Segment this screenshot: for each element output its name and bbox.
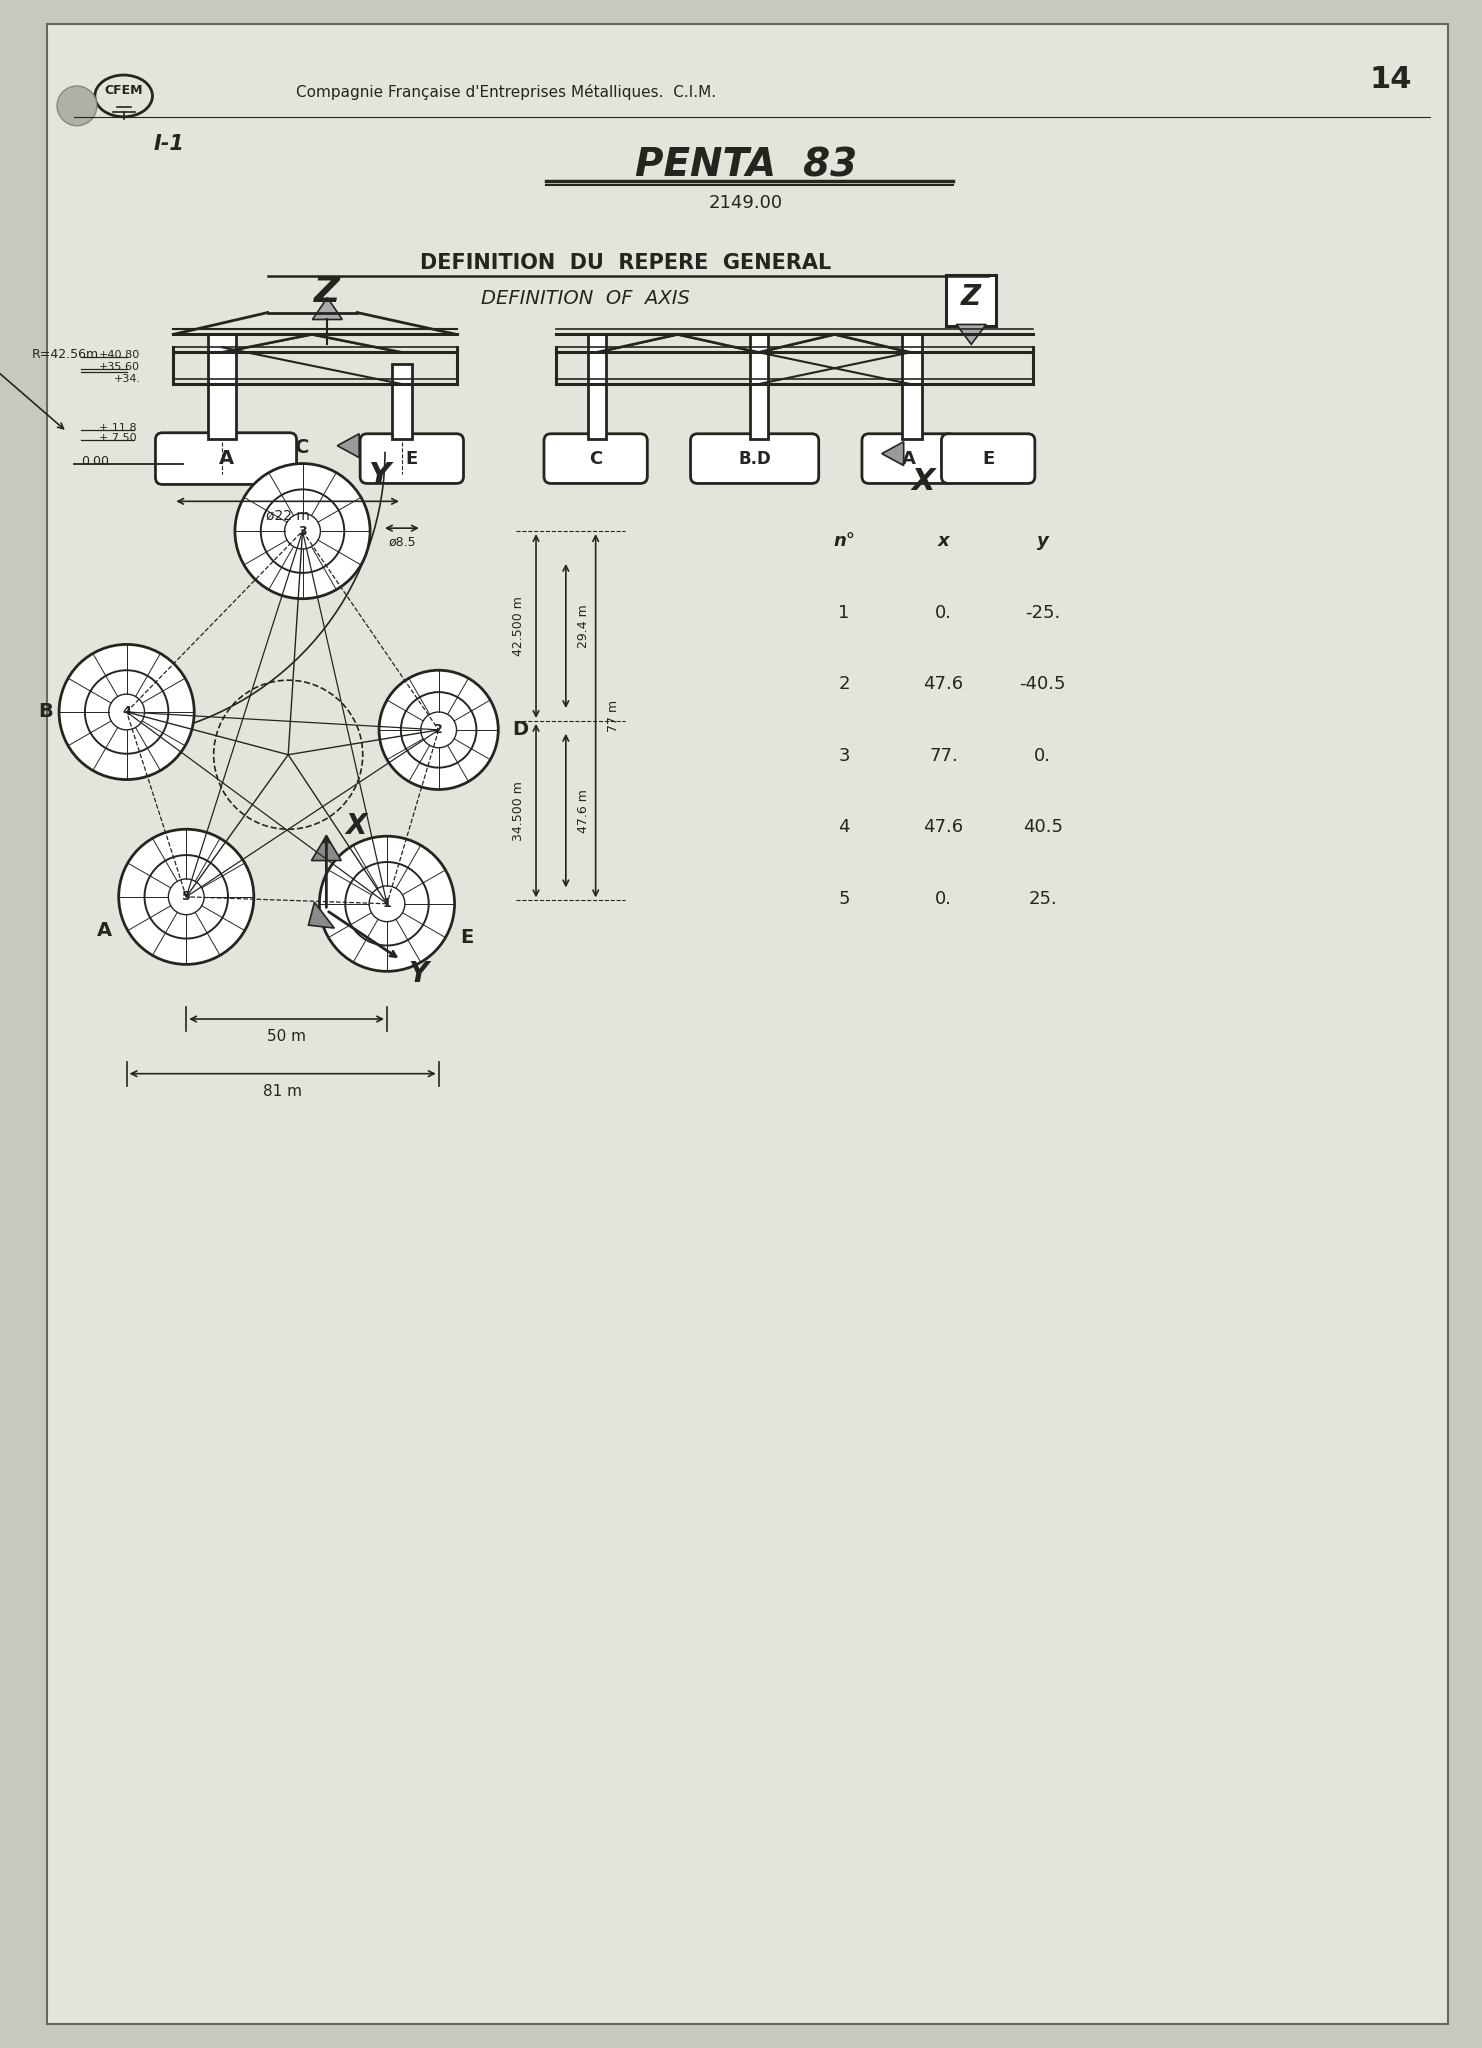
Circle shape: [320, 836, 455, 971]
Polygon shape: [338, 434, 359, 457]
Text: 2149.00: 2149.00: [708, 195, 782, 213]
Text: 4: 4: [122, 705, 130, 719]
FancyBboxPatch shape: [863, 434, 956, 483]
Text: 47.6 m: 47.6 m: [576, 788, 590, 834]
FancyBboxPatch shape: [901, 334, 922, 438]
Text: 0.: 0.: [1034, 748, 1051, 764]
Text: Y: Y: [409, 961, 428, 987]
Circle shape: [119, 829, 253, 965]
Text: 34.500 m: 34.500 m: [511, 780, 525, 840]
Text: 1: 1: [839, 604, 849, 623]
Text: + 7.50: + 7.50: [99, 432, 136, 442]
FancyBboxPatch shape: [947, 274, 996, 326]
Text: ø8.5: ø8.5: [388, 537, 415, 549]
Circle shape: [379, 670, 498, 788]
Text: E: E: [459, 928, 473, 946]
Text: A: A: [218, 449, 234, 469]
Text: Z: Z: [314, 274, 341, 309]
Text: x: x: [938, 532, 950, 551]
FancyBboxPatch shape: [941, 434, 1034, 483]
Text: E: E: [406, 451, 418, 467]
FancyBboxPatch shape: [544, 434, 648, 483]
Text: 81 m: 81 m: [264, 1083, 302, 1100]
Polygon shape: [956, 324, 986, 344]
FancyBboxPatch shape: [691, 434, 818, 483]
Text: 77 m: 77 m: [608, 700, 619, 731]
Text: X: X: [345, 811, 368, 840]
Text: 25.: 25.: [1029, 889, 1057, 907]
Polygon shape: [882, 442, 904, 465]
Text: 5: 5: [839, 889, 849, 907]
Text: 47.6: 47.6: [923, 819, 963, 836]
FancyBboxPatch shape: [156, 432, 296, 485]
Text: 0.: 0.: [935, 604, 951, 623]
Text: + 11.8: + 11.8: [99, 422, 136, 432]
Text: 47.6: 47.6: [923, 676, 963, 692]
Text: +40.80: +40.80: [99, 350, 141, 360]
Text: 5: 5: [182, 891, 191, 903]
Text: 2: 2: [839, 676, 849, 692]
Text: 40.5: 40.5: [1023, 819, 1063, 836]
Text: 2: 2: [434, 723, 443, 737]
Polygon shape: [313, 297, 342, 319]
Circle shape: [59, 645, 194, 780]
FancyBboxPatch shape: [207, 334, 236, 438]
Circle shape: [236, 463, 370, 598]
Text: I-1: I-1: [154, 133, 184, 154]
Text: -40.5: -40.5: [1020, 676, 1066, 692]
Text: 29.4 m: 29.4 m: [576, 604, 590, 647]
Text: 3: 3: [839, 748, 849, 764]
Text: A: A: [901, 451, 916, 467]
FancyBboxPatch shape: [47, 25, 1448, 2023]
Text: D: D: [513, 721, 528, 739]
Text: +35.60: +35.60: [99, 362, 139, 373]
Text: 14: 14: [1369, 66, 1412, 94]
FancyBboxPatch shape: [360, 434, 464, 483]
Text: ø22 m: ø22 m: [265, 508, 310, 522]
Text: -25.: -25.: [1026, 604, 1061, 623]
Text: 0.: 0.: [935, 889, 951, 907]
FancyBboxPatch shape: [391, 365, 412, 438]
Text: C: C: [588, 451, 602, 467]
Text: +34.: +34.: [114, 375, 141, 385]
Text: Y: Y: [368, 461, 390, 489]
Circle shape: [58, 86, 96, 125]
Text: DEFINITION  OF  AXIS: DEFINITION OF AXIS: [482, 289, 691, 307]
Text: A: A: [98, 922, 113, 940]
Polygon shape: [308, 903, 335, 928]
Text: B.D: B.D: [738, 451, 771, 467]
Text: CFEM: CFEM: [104, 84, 142, 98]
Text: PENTA  83: PENTA 83: [634, 147, 857, 184]
Text: 3: 3: [298, 524, 307, 539]
Text: 0.00: 0.00: [82, 455, 110, 469]
Text: 1: 1: [382, 897, 391, 909]
Text: Compagnie Française d'Entreprises Métalliques.  C.I.M.: Compagnie Française d'Entreprises Métall…: [296, 84, 716, 100]
Text: 4: 4: [839, 819, 849, 836]
Text: 50 m: 50 m: [267, 1030, 307, 1044]
Text: X: X: [911, 467, 935, 496]
FancyBboxPatch shape: [750, 334, 768, 438]
Text: Z: Z: [962, 283, 981, 311]
Text: B: B: [37, 702, 52, 721]
Polygon shape: [311, 836, 341, 860]
FancyBboxPatch shape: [588, 334, 606, 438]
Text: n°: n°: [833, 532, 855, 551]
Text: E: E: [983, 451, 994, 467]
Text: 42.500 m: 42.500 m: [511, 596, 525, 655]
Text: y: y: [1037, 532, 1049, 551]
Text: 77.: 77.: [929, 748, 957, 764]
Text: R=42.56m: R=42.56m: [33, 348, 99, 360]
Text: C: C: [295, 438, 310, 457]
Text: DEFINITION  DU  REPERE  GENERAL: DEFINITION DU REPERE GENERAL: [419, 252, 831, 272]
